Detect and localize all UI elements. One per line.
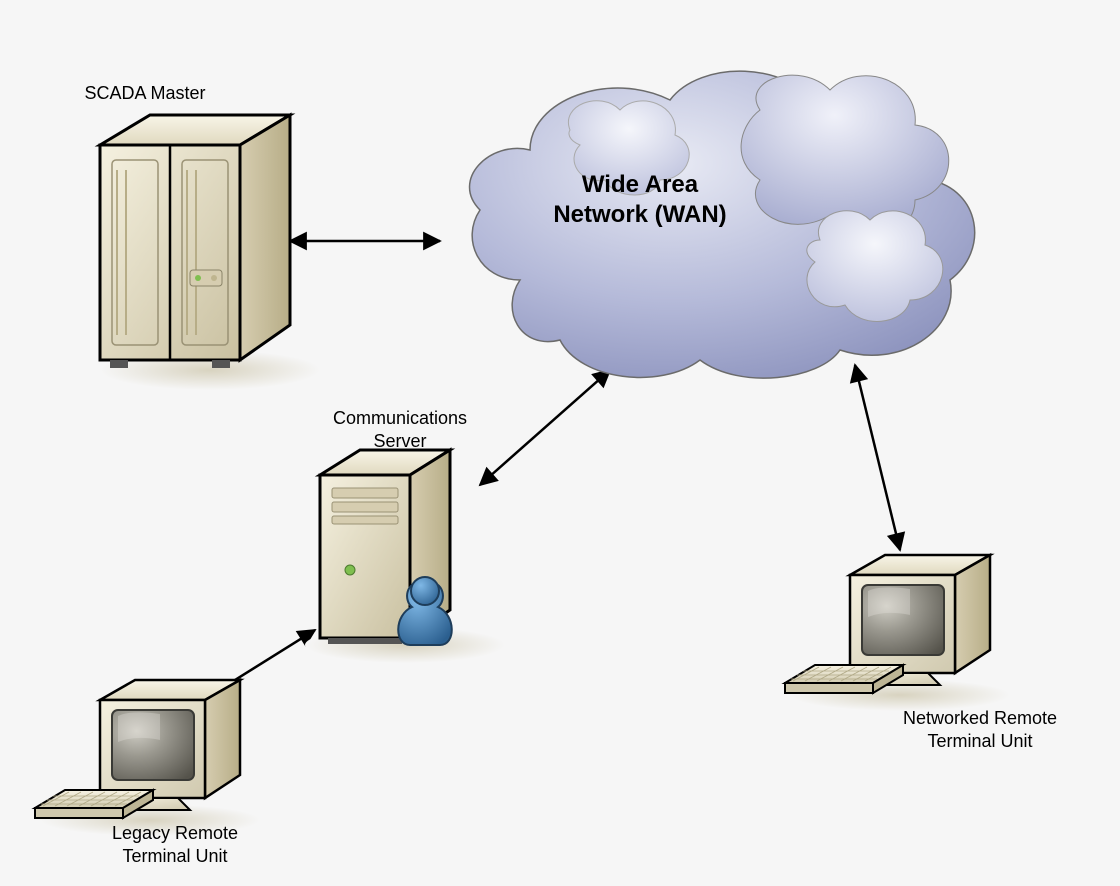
diagram-canvas <box>0 0 1120 886</box>
networked-rtu-icon <box>785 555 1010 711</box>
comms-server-icon <box>305 450 505 663</box>
netrtu-label-line2: Terminal Unit <box>927 731 1032 751</box>
wan-label: Wide Area Network (WAN) <box>490 170 790 230</box>
legacy-rtu-icon <box>35 680 260 836</box>
legacy-label-line2: Terminal Unit <box>122 846 227 866</box>
comms-label-line2: Server <box>373 431 426 451</box>
legacy-label-line1: Legacy Remote <box>112 823 238 843</box>
legacy-label: Legacy Remote Terminal Unit <box>75 822 275 867</box>
wan-label-line2: Network (WAN) <box>553 201 726 228</box>
edge-wan-netrtu <box>855 365 900 550</box>
scada-master-icon <box>100 115 320 390</box>
comms-label-line1: Communications <box>333 408 467 428</box>
netrtu-label-line1: Networked Remote <box>903 708 1057 728</box>
scada-label: SCADA Master <box>45 82 245 105</box>
netrtu-label: Networked Remote Terminal Unit <box>870 707 1090 752</box>
wan-label-line1: Wide Area <box>582 171 698 198</box>
comms-label: Communications Server <box>300 407 500 452</box>
